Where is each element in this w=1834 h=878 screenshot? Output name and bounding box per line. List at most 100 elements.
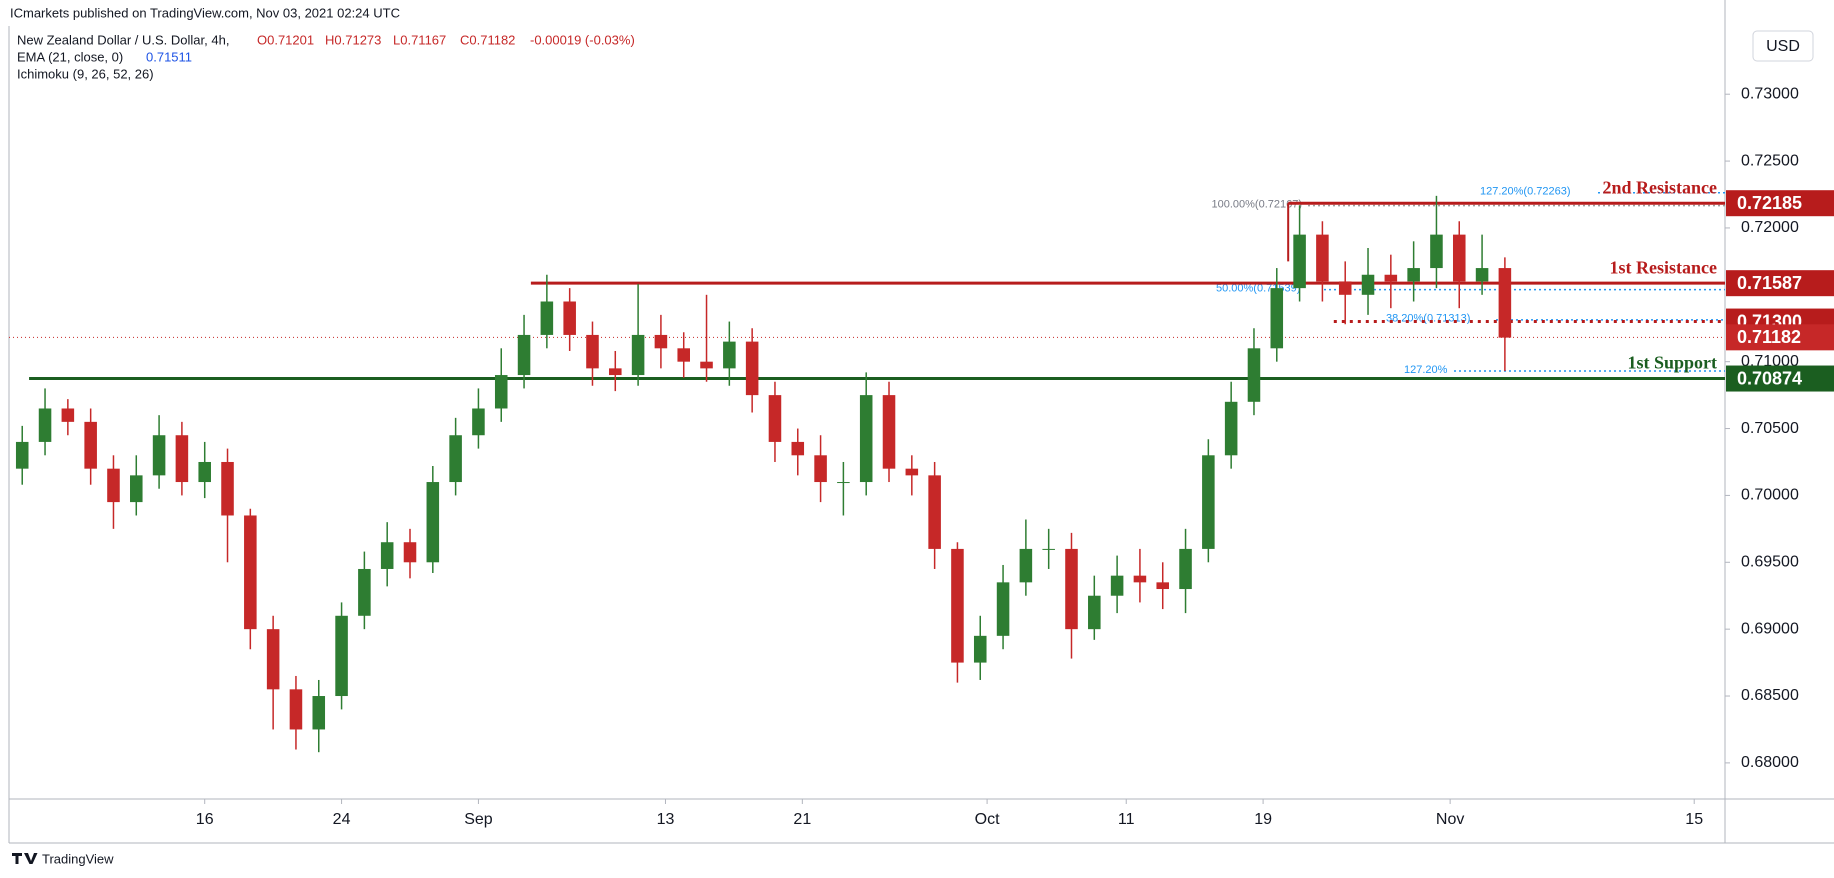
candle-body bbox=[1224, 401, 1238, 456]
candle-body bbox=[1293, 234, 1306, 289]
candle-body bbox=[1384, 274, 1398, 282]
fib-label: 127.20%(0.72263) bbox=[1480, 186, 1571, 198]
candle-body bbox=[84, 421, 97, 469]
level-name: 2nd Resistance bbox=[1602, 177, 1717, 197]
price-box-label: 0.70874 bbox=[1737, 368, 1802, 388]
currency: USD bbox=[1766, 38, 1800, 55]
candle-body bbox=[1430, 234, 1443, 269]
candle-body bbox=[289, 689, 303, 730]
candle-body bbox=[1065, 548, 1078, 630]
candle-body bbox=[198, 461, 211, 483]
x-tick-label: Sep bbox=[464, 811, 493, 828]
candle-body bbox=[358, 568, 371, 616]
plot: 127.20%(0.72263)100.00%(0.72167)50.00%(0… bbox=[9, 186, 1725, 753]
x-tick-label: 19 bbox=[1254, 811, 1272, 828]
x-tick-label: 21 bbox=[793, 811, 811, 828]
y-tick-label: 0.70000 bbox=[1741, 487, 1799, 504]
x-tick-label: 13 bbox=[657, 811, 675, 828]
candle-body bbox=[426, 482, 440, 563]
candle-body bbox=[15, 441, 29, 469]
candle-body bbox=[1202, 455, 1215, 549]
price-box bbox=[1726, 324, 1834, 351]
candle-body bbox=[244, 515, 257, 630]
candle-body bbox=[677, 348, 690, 362]
x-tick-label: 24 bbox=[333, 811, 351, 828]
close-value: C0.71182 bbox=[460, 32, 515, 47]
candle-body bbox=[1110, 575, 1124, 596]
currency-button[interactable] bbox=[1752, 30, 1814, 62]
symbol: New Zealand Dollar / U.S. Dollar, 4h, bbox=[17, 32, 229, 47]
candle-body bbox=[1338, 281, 1352, 295]
candle-body bbox=[745, 341, 759, 396]
level-name: 1st Resistance bbox=[1610, 257, 1717, 277]
price-box-label: 0.71587 bbox=[1737, 273, 1802, 293]
candle-body bbox=[61, 408, 75, 422]
candle-body bbox=[1247, 348, 1261, 402]
candle-body bbox=[996, 582, 1010, 636]
candle-body bbox=[791, 441, 805, 456]
open-value: O0.71201 bbox=[257, 32, 314, 47]
candle-body bbox=[449, 435, 462, 483]
candle-body bbox=[951, 548, 964, 663]
candle-body bbox=[266, 629, 280, 690]
candle-body bbox=[403, 542, 417, 563]
price-box-label: 0.71182 bbox=[1737, 327, 1801, 347]
high-value: H0.71273 bbox=[325, 32, 381, 47]
candle-body bbox=[1452, 234, 1466, 282]
ichimoku-label: Ichimoku (9, 26, 52, 26) bbox=[17, 66, 154, 81]
candle-body bbox=[1179, 548, 1192, 590]
candle-body bbox=[221, 461, 234, 516]
candle-body bbox=[380, 542, 394, 569]
candle-body bbox=[38, 408, 52, 442]
candle-body bbox=[586, 334, 599, 369]
candle-body bbox=[1475, 268, 1489, 282]
y-tick-label: 0.68000 bbox=[1741, 754, 1799, 771]
candle-body bbox=[1407, 268, 1420, 282]
y-tick-label: 0.69500 bbox=[1741, 554, 1799, 571]
candle-body bbox=[107, 468, 120, 503]
ema-value: 0.71511 bbox=[146, 49, 192, 64]
x-tick-label: Oct bbox=[975, 811, 1000, 828]
candle-body bbox=[472, 408, 485, 436]
candle-body bbox=[928, 475, 941, 549]
candle-body bbox=[723, 341, 736, 369]
candle-body bbox=[130, 475, 143, 503]
candle-body bbox=[631, 334, 645, 376]
fib-label: 127.20% bbox=[1404, 364, 1448, 376]
candle-body bbox=[1361, 274, 1375, 295]
logo-mark bbox=[12, 853, 38, 864]
candle-body bbox=[1133, 575, 1147, 583]
candle-body bbox=[312, 696, 326, 730]
candle-body bbox=[700, 361, 713, 369]
candle-body bbox=[814, 455, 827, 483]
price-box bbox=[1726, 190, 1834, 217]
change: -0.00019 (-0.03%) bbox=[530, 32, 635, 47]
candle-body bbox=[1156, 582, 1170, 590]
y-tick-label: 0.68500 bbox=[1741, 687, 1799, 704]
candle-body bbox=[1270, 288, 1284, 349]
price-box bbox=[1726, 270, 1834, 297]
price-box-label: 0.72185 bbox=[1737, 193, 1802, 213]
candle-body bbox=[882, 395, 896, 469]
candle-body bbox=[859, 395, 873, 483]
candle-body bbox=[152, 435, 166, 476]
low-value: L0.71167 bbox=[393, 32, 446, 47]
candle-body bbox=[905, 468, 919, 476]
candle-body bbox=[540, 301, 554, 335]
fib-label: 100.00%(0.72167) bbox=[1211, 199, 1302, 211]
ema-label: EMA (21, close, 0) bbox=[17, 49, 123, 64]
level-name: 1st Support bbox=[1627, 353, 1717, 373]
candle-body bbox=[654, 334, 668, 349]
candle-body bbox=[517, 334, 531, 376]
footer-brand: TradingView bbox=[42, 851, 114, 866]
x-tick-label: 16 bbox=[196, 811, 214, 828]
candle-body bbox=[335, 615, 348, 697]
x-tick-label: Nov bbox=[1436, 811, 1464, 828]
y-tick-label: 0.70500 bbox=[1741, 420, 1799, 437]
published-note: ICmarkets published on TradingView.com, … bbox=[10, 5, 400, 20]
candle-body bbox=[494, 375, 508, 409]
candle-body bbox=[609, 368, 622, 376]
y-tick-label: 0.69000 bbox=[1741, 620, 1799, 637]
